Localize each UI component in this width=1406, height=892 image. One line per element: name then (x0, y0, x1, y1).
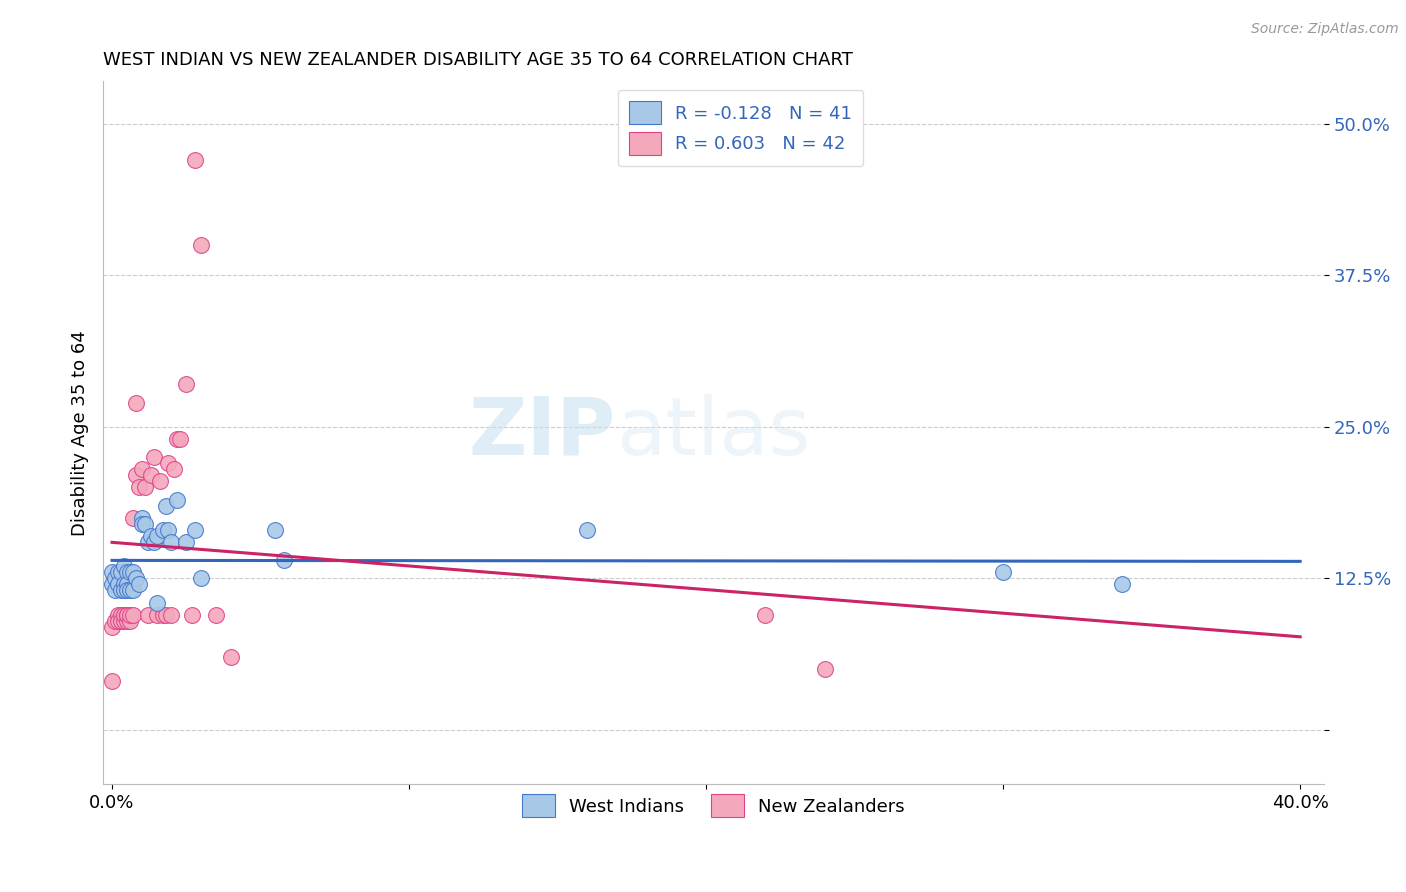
Point (160, 535, 183, 549)
Point (121, 607, 143, 622)
Point (115, 607, 138, 622)
Point (145, 607, 167, 622)
Point (110, 566, 132, 580)
Point (166, 492, 188, 507)
Point (128, 577, 150, 591)
Point (184, 153, 207, 168)
Point (184, 523, 207, 537)
Point (115, 577, 138, 591)
Point (152, 523, 174, 537)
Point (163, 462, 186, 476)
Point (145, 596, 167, 610)
Text: atlas: atlas (616, 394, 810, 472)
Text: WEST INDIAN VS NEW ZEALANDER DISABILITY AGE 35 TO 64 CORRELATION CHART: WEST INDIAN VS NEW ZEALANDER DISABILITY … (103, 51, 853, 69)
Point (264, 523, 287, 537)
Point (166, 432, 188, 446)
Point (104, 571, 127, 585)
Point (157, 456, 180, 470)
Point (104, 614, 127, 628)
Point (112, 614, 135, 628)
Point (155, 607, 177, 622)
Point (112, 559, 135, 574)
Point (148, 475, 170, 489)
Point (101, 674, 124, 689)
Point (104, 583, 127, 598)
Point (205, 607, 228, 622)
Y-axis label: Disability Age 35 to 64: Disability Age 35 to 64 (72, 330, 89, 536)
Point (814, 662, 837, 676)
Point (991, 566, 1014, 580)
Point (142, 450, 165, 464)
Point (139, 529, 162, 543)
Point (136, 535, 159, 549)
Point (134, 480, 156, 494)
Point (190, 571, 212, 585)
Point (101, 566, 124, 580)
Point (131, 462, 153, 476)
Point (145, 529, 167, 543)
Point (176, 535, 198, 549)
Point (112, 583, 135, 598)
Point (125, 395, 148, 409)
Point (110, 614, 132, 628)
Point (136, 607, 159, 622)
Point (576, 523, 599, 537)
Point (115, 583, 138, 598)
Point (112, 607, 135, 622)
Point (112, 577, 135, 591)
Point (115, 607, 138, 622)
Point (118, 566, 141, 580)
Point (169, 432, 191, 446)
Point (101, 577, 124, 591)
Point (273, 553, 295, 567)
Point (176, 377, 198, 392)
Point (754, 607, 776, 622)
Point (190, 238, 212, 252)
Point (1111, 577, 1133, 591)
Point (118, 607, 141, 622)
Point (115, 566, 138, 580)
Point (142, 535, 165, 549)
Point (121, 566, 143, 580)
Point (107, 566, 129, 580)
Point (131, 516, 153, 531)
Point (121, 583, 143, 598)
Point (155, 499, 177, 513)
Point (125, 468, 148, 483)
Text: Source: ZipAtlas.com: Source: ZipAtlas.com (1251, 22, 1399, 37)
Point (157, 523, 180, 537)
Point (107, 577, 129, 591)
Point (110, 583, 132, 598)
Point (131, 510, 153, 524)
Point (160, 607, 183, 622)
Point (181, 607, 204, 622)
Point (121, 510, 143, 524)
Point (110, 566, 132, 580)
Point (128, 480, 150, 494)
Point (107, 607, 129, 622)
Legend: West Indians, New Zealanders: West Indians, New Zealanders (515, 787, 912, 824)
Point (152, 607, 174, 622)
Point (118, 583, 141, 598)
Text: ZIP: ZIP (468, 394, 616, 472)
Point (115, 614, 138, 628)
Point (139, 468, 162, 483)
Point (107, 614, 129, 628)
Point (101, 620, 124, 634)
Point (219, 650, 242, 665)
Point (118, 614, 141, 628)
Point (125, 571, 148, 585)
Point (110, 607, 132, 622)
Point (134, 516, 156, 531)
